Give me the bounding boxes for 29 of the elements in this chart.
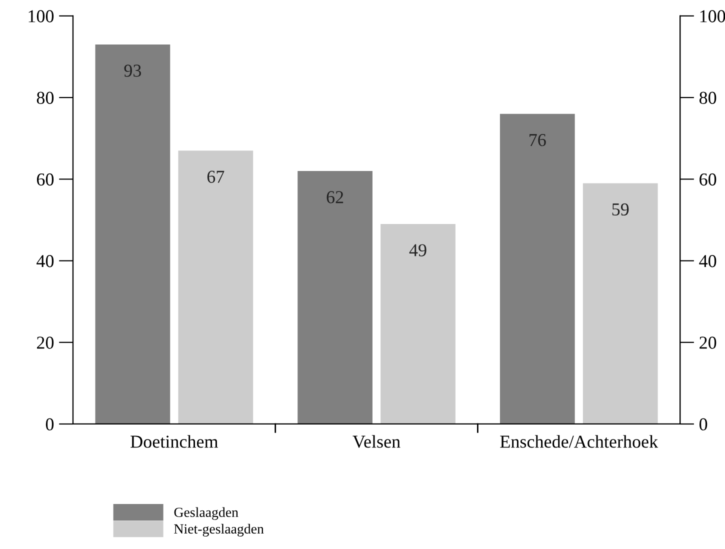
y2-tick-label: 40 bbox=[699, 255, 716, 268]
data-label: 59 bbox=[612, 203, 629, 216]
x-tick-label: Velsen bbox=[352, 435, 400, 448]
data-label: 76 bbox=[530, 134, 546, 146]
y2-tick-label: 0 bbox=[699, 418, 708, 430]
y-tick-label: 20 bbox=[36, 336, 54, 349]
bar bbox=[500, 114, 575, 424]
y2-tick-label: 100 bbox=[700, 10, 725, 22]
x-tick-label: Doetinchem bbox=[130, 435, 218, 448]
bar bbox=[298, 170, 372, 424]
bar bbox=[380, 224, 456, 424]
bar bbox=[178, 150, 254, 424]
bar bbox=[95, 44, 170, 424]
y2-tick-label: 80 bbox=[699, 92, 716, 104]
bar bbox=[582, 183, 658, 424]
y-tick-label: 60 bbox=[36, 173, 54, 186]
y2-tick-label: 20 bbox=[700, 336, 716, 349]
y2-tick-label: 60 bbox=[700, 173, 716, 186]
y-tick-label: 0 bbox=[46, 418, 54, 430]
x-tick-label: Enschede/Achterhoek bbox=[500, 435, 658, 448]
y-tick-label: 80 bbox=[36, 92, 54, 104]
data-label: 67 bbox=[207, 170, 224, 183]
y-tick-label: 100 bbox=[28, 10, 54, 22]
y-tick-label: 40 bbox=[36, 255, 54, 268]
data-label: 93 bbox=[124, 64, 142, 77]
data-label: 49 bbox=[409, 244, 426, 256]
legend-label: Niet-geslaagden bbox=[174, 524, 264, 536]
legend-label: Geslaagden bbox=[174, 507, 238, 520]
data-label: 62 bbox=[326, 191, 344, 204]
